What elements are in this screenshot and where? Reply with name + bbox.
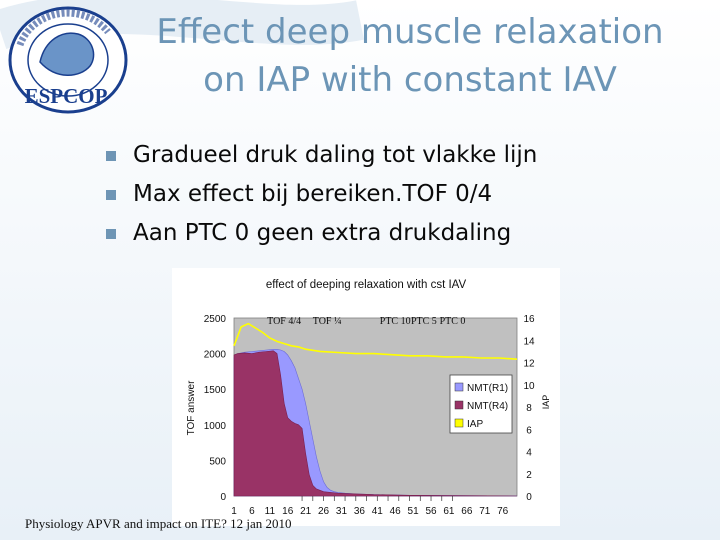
legend-label: NMT(R1) xyxy=(467,383,508,394)
square-bullet-icon xyxy=(106,151,116,161)
x-tick-label: 1 xyxy=(231,506,237,517)
phase-annotation: TOF 4/4 xyxy=(267,316,301,327)
slide-title: Effect deep muscle relaxation on IAP wit… xyxy=(110,8,710,104)
y-tick-label: 500 xyxy=(209,456,226,467)
title-line-2: on IAP with constant IAV xyxy=(203,60,617,100)
x-tick-label: 76 xyxy=(497,506,509,517)
square-bullet-icon xyxy=(106,190,116,200)
y2-tick-label: 10 xyxy=(523,381,535,392)
bullet-item: Gradueel druk daling tot vlakke lijn xyxy=(104,138,537,177)
y2-tick-label: 16 xyxy=(523,314,535,325)
x-tick-label: 26 xyxy=(318,506,330,517)
x-tick-label: 66 xyxy=(461,506,473,517)
x-tick-label: 46 xyxy=(390,506,402,517)
square-bullet-icon xyxy=(106,229,116,239)
bullet-text: Aan PTC 0 geen extra drukdaling xyxy=(133,220,512,246)
x-tick-label: 56 xyxy=(425,506,437,517)
x-tick-label: 11 xyxy=(265,506,276,517)
bullet-item: Aan PTC 0 geen extra drukdaling xyxy=(104,216,537,255)
bullet-text: Max effect bij bereiken.TOF 0/4 xyxy=(133,181,493,207)
legend-swatch xyxy=(454,418,464,428)
x-tick-label: 16 xyxy=(282,506,294,517)
x-tick-label: 6 xyxy=(249,506,255,517)
chart-container: effect of deeping relaxation with cst IA… xyxy=(172,268,560,526)
phase-annotation: PTC 0 xyxy=(440,316,466,327)
y2-tick-label: 8 xyxy=(526,403,532,414)
x-tick-label: 21 xyxy=(300,506,312,517)
legend-label: NMT(R4) xyxy=(467,401,508,412)
y2-axis-label: IAP xyxy=(541,395,551,410)
y-tick-label: 2000 xyxy=(204,350,227,361)
chart-title: effect of deeping relaxation with cst IA… xyxy=(266,279,467,291)
bullet-list: Gradueel druk daling tot vlakke lijn Max… xyxy=(104,138,537,255)
series-nmt-r4-area xyxy=(233,350,518,497)
y-axis-label: TOF answer xyxy=(186,380,197,435)
y2-tick-label: 6 xyxy=(526,425,532,436)
phase-annotation: PTC 5 xyxy=(411,316,437,327)
svg-text:ESPCOP: ESPCOP xyxy=(25,84,108,108)
y-tick-label: 0 xyxy=(220,492,226,503)
phase-annotation: PTC 10 xyxy=(380,316,411,327)
relaxation-chart: effect of deeping relaxation with cst IA… xyxy=(186,279,551,517)
legend-swatch xyxy=(454,382,464,392)
y2-tick-label: 2 xyxy=(526,470,532,481)
y2-tick-label: 14 xyxy=(523,336,535,347)
series-iap-line xyxy=(233,322,518,360)
y2-tick-label: 0 xyxy=(526,492,532,503)
legend-label: IAP xyxy=(467,419,483,430)
legend-swatch xyxy=(454,400,464,410)
espcop-logo: ESPCOP xyxy=(8,6,128,114)
x-tick-label: 31 xyxy=(336,506,348,517)
y-tick-label: 2500 xyxy=(204,314,227,325)
bullet-text: Gradueel druk daling tot vlakke lijn xyxy=(133,142,538,168)
y2-tick-label: 12 xyxy=(523,359,535,370)
footer-text: Physiology APVR and impact on ITE? 12 ja… xyxy=(25,516,292,531)
x-tick-label: 41 xyxy=(372,506,384,517)
y-tick-label: 1500 xyxy=(204,385,227,396)
y2-tick-label: 4 xyxy=(526,448,532,459)
phase-annotation: TOF ¼ xyxy=(313,316,342,327)
title-line-1: Effect deep muscle relaxation xyxy=(156,12,664,52)
y-tick-label: 1000 xyxy=(204,421,227,432)
x-tick-label: 61 xyxy=(443,506,455,517)
x-tick-label: 36 xyxy=(354,506,366,517)
bullet-item: Max effect bij bereiken.TOF 0/4 xyxy=(104,177,537,216)
x-tick-label: 71 xyxy=(479,506,491,517)
x-tick-label: 51 xyxy=(408,506,420,517)
